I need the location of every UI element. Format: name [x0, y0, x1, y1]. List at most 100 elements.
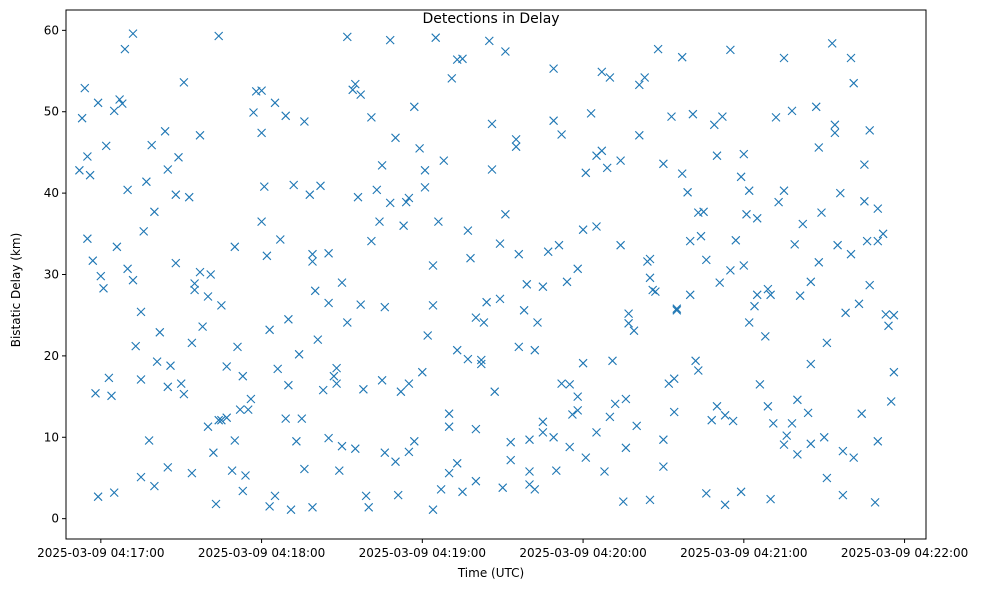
data-point — [452, 345, 462, 355]
data-point — [790, 240, 800, 249]
data-point — [720, 500, 730, 510]
data-point — [833, 240, 842, 250]
data-point — [592, 428, 601, 437]
data-point — [160, 126, 170, 136]
data-point — [214, 31, 224, 41]
data-point — [562, 277, 572, 287]
data-point — [284, 380, 293, 390]
data-point — [830, 128, 840, 138]
data-point — [334, 466, 344, 475]
data-point — [760, 332, 770, 341]
data-point — [166, 361, 175, 371]
data-point — [246, 394, 256, 404]
data-point — [610, 399, 620, 409]
x-tick-label: 2025-03-09 04:22:00 — [841, 546, 968, 560]
data-point — [693, 366, 703, 375]
data-point — [300, 464, 309, 474]
data-point — [519, 305, 529, 315]
data-point — [375, 217, 384, 226]
data-point — [616, 240, 625, 250]
data-point — [324, 433, 333, 443]
data-point — [752, 290, 762, 300]
data-point — [131, 341, 141, 351]
data-point — [85, 170, 95, 180]
data-point — [669, 407, 679, 417]
data-point — [511, 142, 521, 152]
data-point — [463, 226, 473, 235]
data-point — [685, 290, 695, 300]
data-point — [621, 394, 631, 404]
data-point — [857, 409, 867, 419]
data-point — [484, 36, 494, 46]
data-point — [755, 380, 765, 389]
data-point — [865, 126, 875, 135]
y-tick-label: 60 — [44, 23, 59, 37]
data-point — [565, 442, 575, 452]
data-point — [653, 44, 663, 54]
data-point — [736, 487, 746, 497]
data-point — [634, 80, 644, 90]
data-point — [482, 297, 491, 307]
data-point — [624, 318, 633, 328]
data-point — [501, 47, 510, 56]
data-point — [284, 314, 293, 324]
data-point — [238, 486, 248, 496]
data-point — [265, 502, 274, 511]
x-tick-label: 2025-03-09 04:18:00 — [198, 546, 325, 560]
data-point — [860, 160, 869, 169]
x-tick-label: 2025-03-09 04:17:00 — [37, 546, 164, 560]
data-point — [377, 161, 387, 170]
data-point — [768, 419, 778, 428]
data-point — [123, 185, 132, 195]
data-point — [592, 151, 601, 161]
data-point — [538, 282, 548, 292]
data-point — [881, 310, 891, 319]
data-point — [195, 267, 205, 277]
data-point — [310, 286, 320, 296]
data-point — [865, 280, 875, 290]
data-point — [136, 472, 146, 482]
data-point — [179, 78, 189, 87]
data-point — [549, 116, 558, 126]
data-point — [241, 471, 250, 480]
data-point — [846, 53, 856, 63]
data-point — [203, 292, 213, 301]
data-point — [265, 325, 274, 335]
data-point — [104, 373, 114, 383]
data-point — [586, 109, 596, 118]
data-point — [380, 448, 390, 458]
data-point — [337, 278, 347, 287]
data-point — [198, 322, 207, 331]
data-point — [107, 391, 116, 401]
data-point — [313, 335, 323, 344]
data-point — [409, 102, 419, 112]
data-point — [884, 321, 893, 331]
data-point — [305, 190, 315, 200]
data-point — [672, 304, 682, 314]
data-point — [471, 476, 481, 486]
data-point — [209, 448, 218, 458]
data-point — [525, 467, 534, 476]
data-point — [115, 95, 124, 104]
data-point — [163, 382, 173, 392]
data-point — [270, 98, 280, 108]
data-point — [645, 273, 655, 283]
data-point — [538, 417, 548, 427]
data-point — [243, 405, 253, 414]
data-point — [367, 113, 376, 122]
data-point — [235, 405, 245, 414]
data-point — [292, 436, 301, 446]
data-point — [332, 363, 341, 373]
x-axis-label: Time (UTC) — [457, 566, 524, 580]
data-point — [404, 379, 414, 388]
data-point — [728, 416, 738, 426]
data-point — [632, 421, 642, 431]
data-point — [391, 457, 400, 467]
data-point — [471, 424, 481, 434]
data-point — [417, 367, 427, 377]
data-point — [163, 165, 173, 174]
data-point — [222, 362, 232, 371]
data-point — [806, 277, 816, 287]
data-point — [726, 45, 735, 55]
